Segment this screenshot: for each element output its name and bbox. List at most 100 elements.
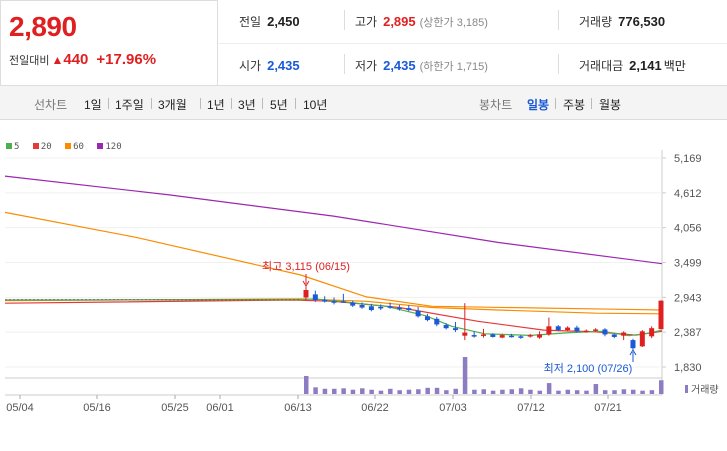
candle-body xyxy=(415,310,421,317)
candle-body xyxy=(434,318,440,325)
volume-bar xyxy=(537,390,543,394)
candle-body xyxy=(471,335,477,337)
volume-bar xyxy=(425,387,430,394)
volume-bar xyxy=(593,384,599,394)
volume-bar xyxy=(481,389,486,394)
volume-bar xyxy=(397,390,402,394)
candle-body xyxy=(649,328,655,337)
volume-bar xyxy=(406,389,412,394)
candle-chart-label: 봉차트 xyxy=(479,98,513,112)
candle-body xyxy=(462,332,468,336)
volume-bar xyxy=(341,388,346,394)
x-tick-label: 05/04 xyxy=(6,402,34,414)
change-percent: +17.96% xyxy=(96,51,157,68)
ma5-line xyxy=(4,298,663,337)
candle-body xyxy=(574,327,580,332)
volume-bar xyxy=(378,390,384,394)
x-tick-label: 05/16 xyxy=(83,402,111,414)
candle-body xyxy=(340,301,346,303)
candle-monthly[interactable]: 월봉 xyxy=(599,98,622,112)
volume-bar xyxy=(649,390,655,394)
x-tick-label: 06/13 xyxy=(284,402,312,414)
volume-bar xyxy=(453,388,458,394)
candle-body xyxy=(331,301,337,303)
line-chart-label: 선차트 xyxy=(34,98,68,112)
volume-legend-swatch xyxy=(685,385,688,393)
volume-bar xyxy=(444,390,449,394)
volume: 거래량 776,530 xyxy=(579,14,666,29)
volume-bar xyxy=(472,389,477,394)
candle-body xyxy=(658,300,664,330)
legend-item-ma60: 60 xyxy=(65,142,84,152)
candle-body xyxy=(378,306,384,309)
volume-bar xyxy=(462,357,468,394)
candle-body xyxy=(593,329,599,331)
x-tick-label: 06/01 xyxy=(206,402,234,414)
period-1w[interactable]: 1주일 xyxy=(115,98,144,112)
legend-item-ma5: 5 xyxy=(6,142,19,152)
candle-body xyxy=(322,300,328,302)
volume-bar xyxy=(332,388,337,394)
current-price: 2,890 xyxy=(9,11,77,42)
volume-bar xyxy=(556,390,561,394)
y-tick-label: 4,612 xyxy=(674,188,702,200)
period-3y[interactable]: 3년 xyxy=(238,98,256,112)
low-arrowhead-icon xyxy=(629,349,637,356)
candle-weekly[interactable]: 주봉 xyxy=(563,98,586,112)
candle-body xyxy=(639,331,645,347)
candle-body xyxy=(621,332,627,336)
volume-bar xyxy=(416,389,421,394)
volume-bar xyxy=(313,387,318,394)
volume-bar xyxy=(659,380,664,394)
volume-bar xyxy=(621,389,627,394)
volume-bar xyxy=(369,389,374,394)
day-low: 저가 2,435 (하한가 1,715) xyxy=(355,58,488,73)
change-label: 전일대비 xyxy=(9,55,50,67)
candle-daily[interactable]: 일봉 xyxy=(527,98,550,112)
volume-bar xyxy=(630,389,636,394)
quote-summary: 2,890 전일대비 ▲440 +17.96% 전일 2,450 고가 2,895 (상한… xyxy=(0,0,727,86)
candle-body xyxy=(518,336,524,338)
candle-body xyxy=(555,326,561,331)
candle-body xyxy=(630,340,636,349)
prev-close: 전일 2,450 xyxy=(239,14,300,29)
volume-bar xyxy=(360,388,365,394)
period-5y[interactable]: 5년 xyxy=(270,98,288,112)
high-annotation: 최고 3,115 (06/15) xyxy=(262,260,350,273)
y-tick-label: 3,499 xyxy=(674,258,702,270)
x-tick-label: 06/22 xyxy=(361,402,389,414)
candle-body xyxy=(565,327,571,331)
volume-bar xyxy=(434,387,440,394)
volume-bar xyxy=(584,390,589,394)
period-10y[interactable]: 10년 xyxy=(303,98,328,112)
volume-bar xyxy=(612,390,617,394)
candle-body xyxy=(602,329,608,335)
y-tick-label: 2,387 xyxy=(674,327,702,339)
turnover: 거래대금 2,141 백만 xyxy=(579,58,686,73)
candle-body xyxy=(499,335,505,338)
y-tick-label: 5,169 xyxy=(674,153,702,165)
price-change: 전일대비 ▲440 +17.96% xyxy=(9,51,156,68)
period-3m[interactable]: 3개월 xyxy=(158,98,187,112)
candle-body xyxy=(359,305,365,308)
candle-body xyxy=(527,335,533,337)
volume-bar xyxy=(546,383,552,394)
period-1d[interactable]: 1일 xyxy=(84,98,102,112)
y-tick-label: 2,943 xyxy=(674,292,702,304)
candle-body xyxy=(490,334,496,337)
legend-item-ma20: 20 xyxy=(32,142,52,152)
candle-body xyxy=(611,334,617,337)
period-1y[interactable]: 1년 xyxy=(207,98,225,112)
volume-bar xyxy=(602,390,608,394)
volume-bar xyxy=(500,389,505,394)
candle-body xyxy=(312,294,318,301)
candle-body xyxy=(350,302,356,306)
candle-body xyxy=(424,316,430,321)
volume-legend-label: 거래량 xyxy=(691,384,719,396)
volume-bar xyxy=(490,390,496,394)
volume-bar xyxy=(640,390,645,394)
ma20-line xyxy=(4,299,663,336)
candle-body xyxy=(368,306,374,311)
candle-body xyxy=(303,290,309,298)
